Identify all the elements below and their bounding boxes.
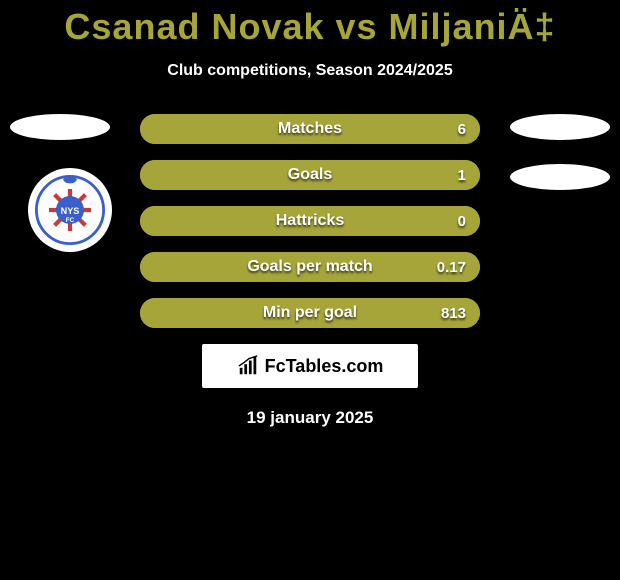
- stat-row-hattricks: Hattricks 0: [140, 206, 480, 236]
- comparison-panel: NYS FC Matches 6 Goals 1 Hattricks 0 Goa…: [0, 114, 620, 428]
- stats-bars: Matches 6 Goals 1 Hattricks 0 Goals per …: [140, 114, 480, 328]
- stat-value: 0.17: [437, 252, 466, 282]
- stat-label: Goals: [140, 160, 480, 190]
- brand-box: FcTables.com: [202, 344, 418, 388]
- svg-text:NYS: NYS: [61, 206, 80, 216]
- stat-label: Hattricks: [140, 206, 480, 236]
- stat-row-goals-per-match: Goals per match 0.17: [140, 252, 480, 282]
- stat-value: 1: [458, 160, 466, 190]
- club-badge-icon: NYS FC: [35, 175, 105, 245]
- stat-row-goals: Goals 1: [140, 160, 480, 190]
- club-badge: NYS FC: [28, 168, 112, 252]
- stat-row-min-per-goal: Min per goal 813: [140, 298, 480, 328]
- stat-value: 813: [441, 298, 466, 328]
- player-slot-left-1: [10, 114, 110, 140]
- page-subtitle: Club competitions, Season 2024/2025: [0, 62, 620, 80]
- stat-value: 6: [458, 114, 466, 144]
- stat-value: 0: [458, 206, 466, 236]
- stat-label: Goals per match: [140, 252, 480, 282]
- stat-label: Min per goal: [140, 298, 480, 328]
- footer-date: 19 january 2025: [0, 408, 620, 428]
- bar-chart-icon: [237, 355, 259, 377]
- stat-label: Matches: [140, 114, 480, 144]
- svg-text:FC: FC: [66, 217, 75, 224]
- player-slot-right-1: [510, 114, 610, 140]
- player-slot-right-2: [510, 164, 610, 190]
- page-title: Csanad Novak vs MiljaniÄ‡: [0, 0, 620, 48]
- stat-row-matches: Matches 6: [140, 114, 480, 144]
- brand-text: FcTables.com: [265, 356, 384, 377]
